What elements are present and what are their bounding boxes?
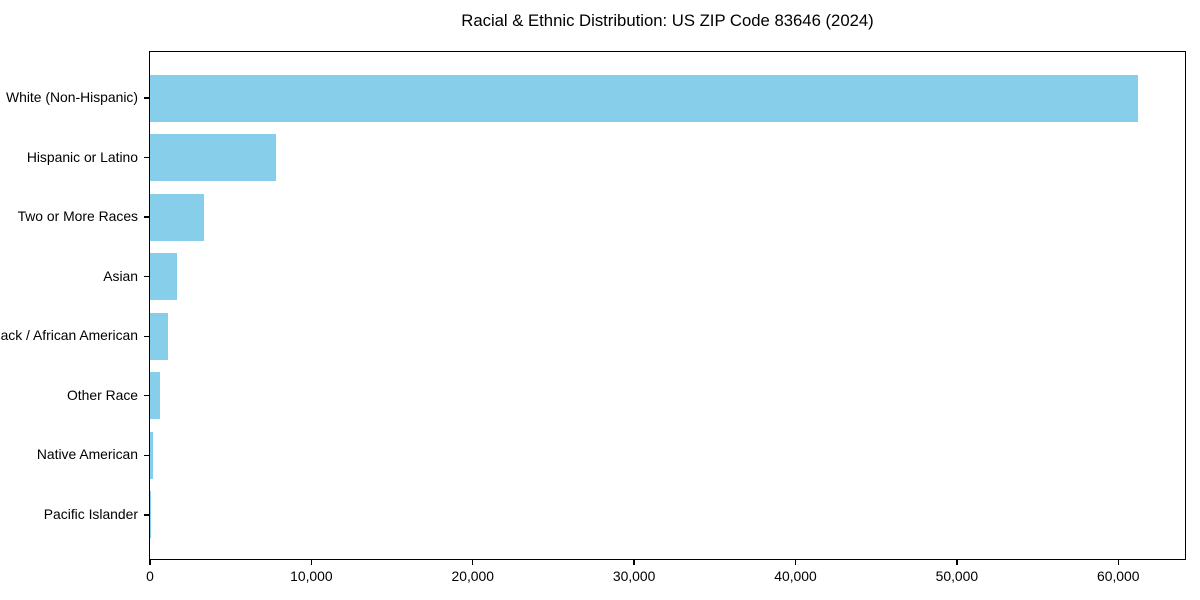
y-tick-label-hispanic-or-latino: Hispanic or Latino — [26, 148, 138, 165]
y-tick-label-white-non-hispanic: White (Non-Hispanic) — [6, 89, 138, 105]
x-tick-label-60000: 60,000 — [1097, 568, 1140, 584]
y-tick-mark — [143, 216, 149, 218]
x-tick-label-50000: 50,000 — [935, 568, 979, 584]
bar-native-american — [150, 431, 154, 479]
y-tick-label-two-or-more-races: Two or More Races — [17, 208, 138, 225]
y-tick-label-black-african-american: Black / African American — [0, 327, 138, 344]
bar-asian — [150, 253, 177, 301]
x-tick-mark — [633, 559, 635, 565]
x-tick-mark — [310, 559, 313, 565]
bar-pacific-islander — [150, 491, 151, 539]
x-tick-mark — [472, 559, 474, 565]
y-tick-mark — [143, 514, 149, 516]
bar-white-non-hispanic — [150, 74, 1138, 122]
x-tick-mark — [956, 559, 958, 565]
plot-area: White (Non-Hispanic) Hispanic or Latino Tw… — [0, 51, 1186, 584]
y-tick-mark — [143, 276, 149, 278]
bar-black-african-american — [150, 312, 169, 360]
x-tick-label-40000: 40,000 — [774, 568, 817, 584]
bar-other-race — [150, 372, 160, 420]
y-tick-label-native-american: Native American — [36, 446, 138, 463]
y-tick-label-other-race: Other Race — [66, 386, 138, 403]
x-tick-label-10000: 10,000 — [290, 568, 333, 584]
y-tick-label-asian: Asian — [103, 267, 138, 284]
x-tick-mark — [149, 559, 151, 565]
y-tick-mark — [143, 97, 149, 99]
y-tick-mark — [143, 454, 149, 457]
x-tick-label-30000: 30,000 — [612, 568, 656, 584]
y-tick-mark — [143, 395, 149, 397]
chart-title: Racial & Ethnic Distribution: US ZIP Cod… — [461, 11, 874, 30]
y-tick-label-pacific-islander: Pacific Islander — [43, 505, 138, 522]
x-tick-label-0: 0 — [146, 568, 154, 584]
y-tick-mark — [143, 156, 149, 159]
bar-two-or-more-races — [150, 193, 205, 241]
y-tick-mark — [143, 335, 149, 337]
bar-hispanic-or-latino — [150, 134, 276, 182]
x-tick-label-20000: 20,000 — [451, 568, 495, 584]
x-tick-mark — [794, 559, 797, 565]
x-tick-mark — [1117, 559, 1119, 565]
